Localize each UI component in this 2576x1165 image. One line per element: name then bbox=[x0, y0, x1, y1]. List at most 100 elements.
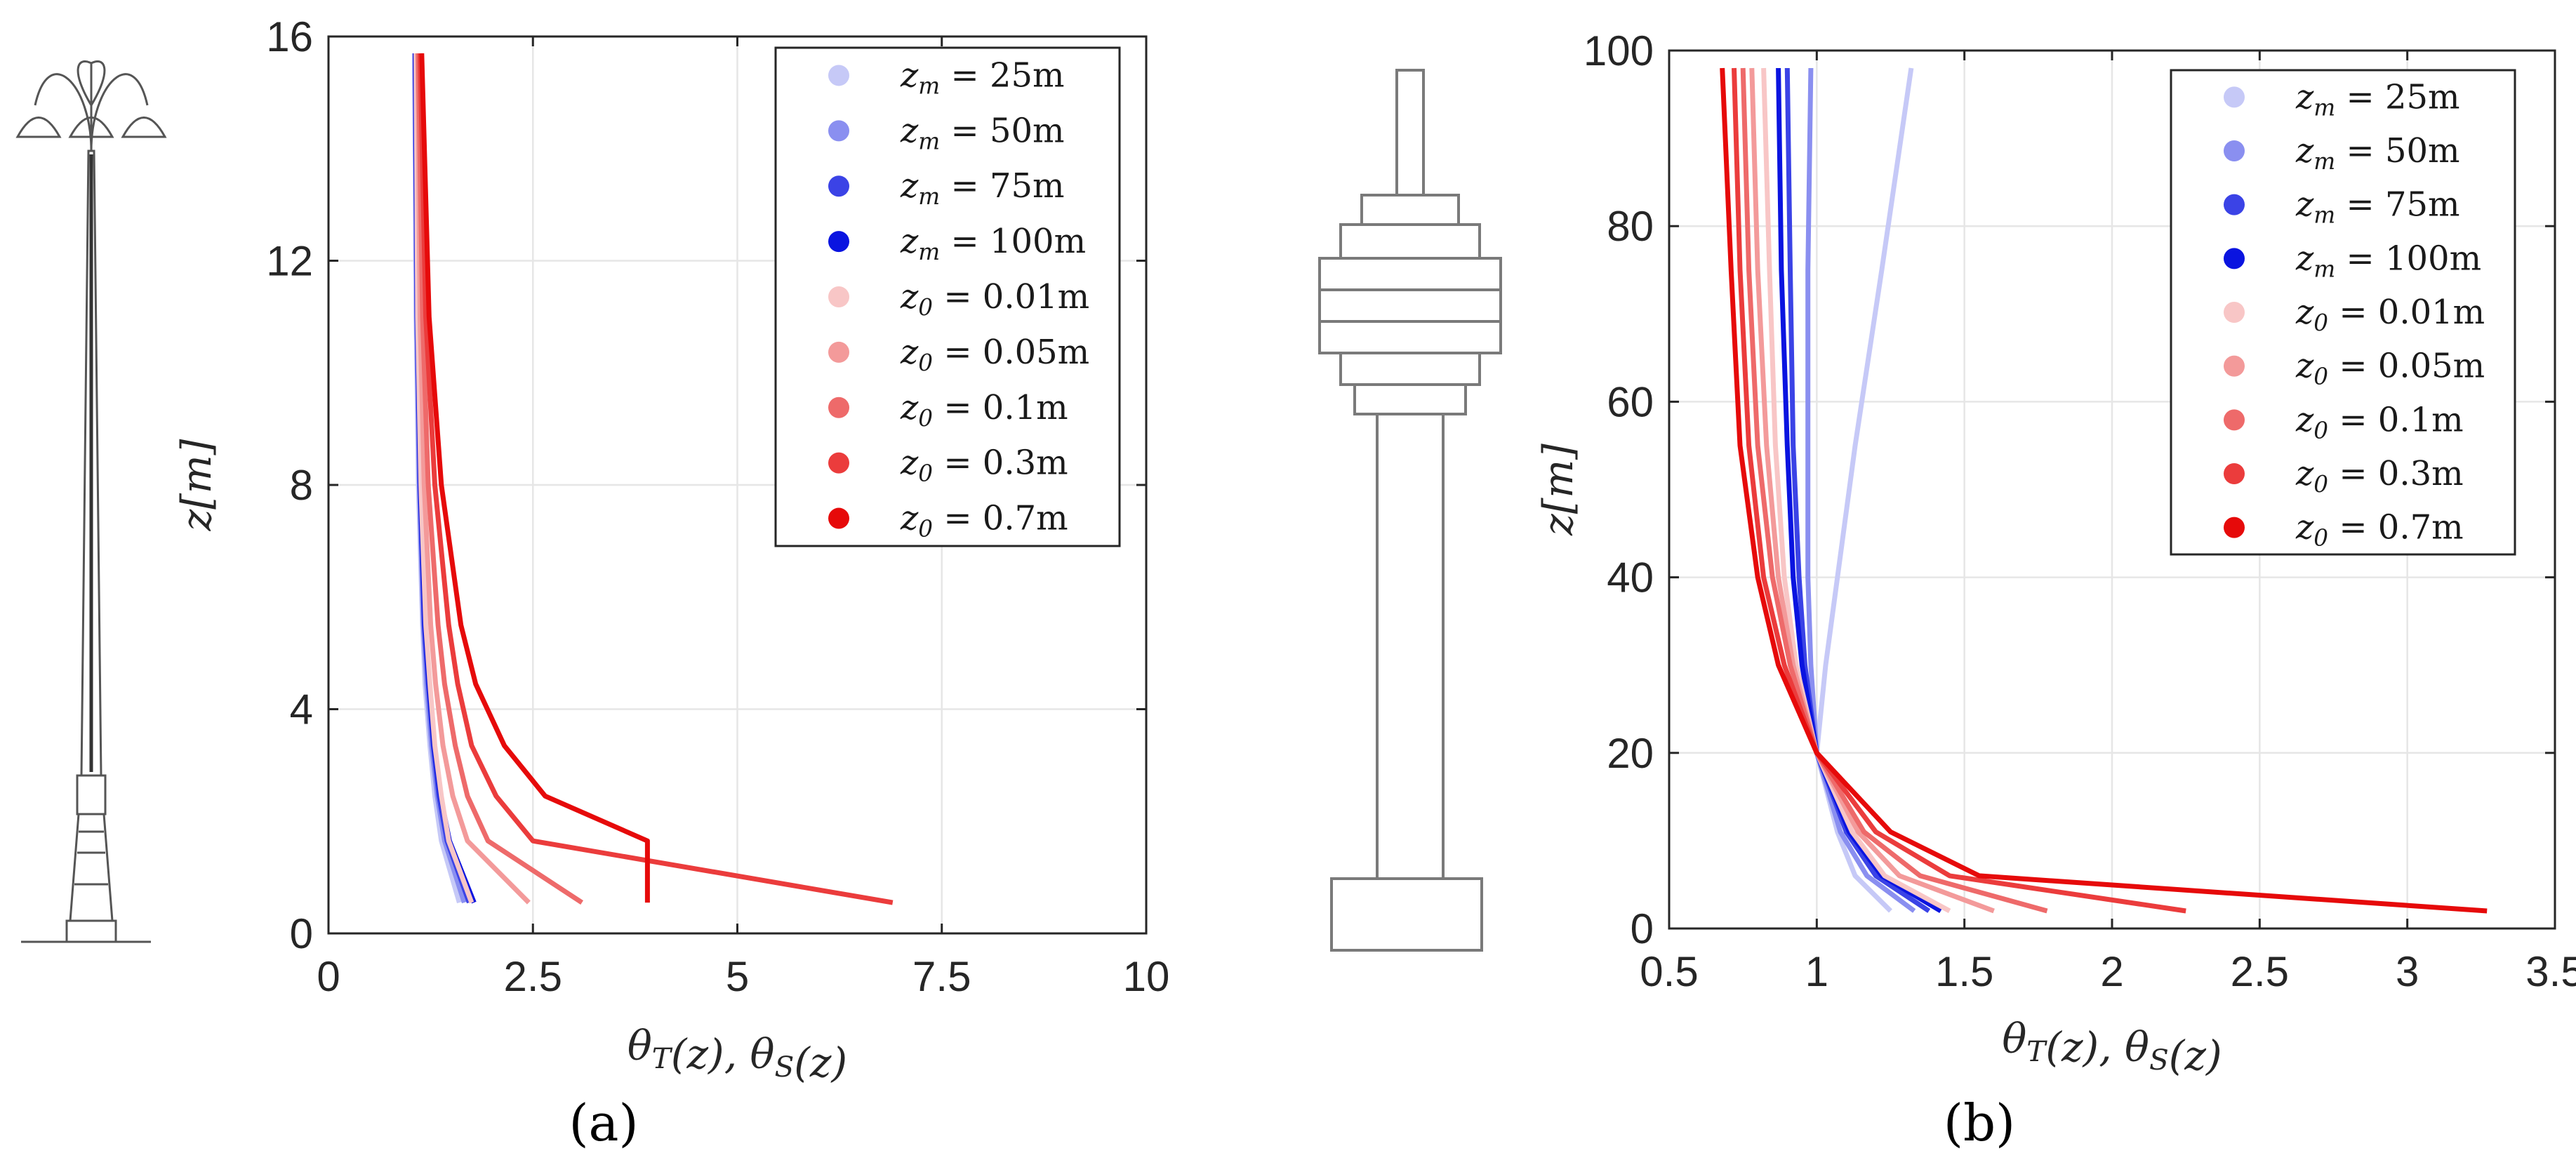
legend-marker bbox=[2224, 194, 2245, 215]
panel-caption: (b) bbox=[1944, 1093, 2015, 1152]
legend-entry: z0 = 0.3m bbox=[900, 444, 1068, 487]
street-lamp-icon bbox=[15, 60, 167, 943]
legend-marker bbox=[2224, 86, 2245, 108]
legend-marker bbox=[2224, 355, 2245, 377]
legend-marker bbox=[828, 397, 849, 418]
legend-entry: z0 = 0.1m bbox=[2295, 400, 2464, 444]
y-tick-label: 100 bbox=[1584, 27, 1654, 74]
legend-marker bbox=[2224, 248, 2245, 269]
legend-marker bbox=[828, 452, 849, 474]
series-line bbox=[1732, 67, 2186, 914]
legend-entry: z0 = 0.05m bbox=[2295, 347, 2485, 390]
y-tick-label: 60 bbox=[1607, 378, 1654, 425]
series-line bbox=[1814, 67, 1914, 913]
series-line bbox=[416, 53, 584, 905]
y-axis-label: z[m] bbox=[1534, 444, 1582, 536]
lamp-arms bbox=[34, 60, 149, 152]
y-axis-label: z[m] bbox=[173, 439, 220, 531]
legend-marker bbox=[2224, 517, 2245, 538]
legend-entry: zm = 50m bbox=[2295, 131, 2460, 175]
legend-marker bbox=[2224, 140, 2245, 161]
lamp-column-rings bbox=[74, 830, 108, 886]
x-tick-label: 5 bbox=[726, 953, 749, 1000]
y-tick-label: 16 bbox=[266, 13, 313, 60]
legend-marker bbox=[828, 65, 849, 86]
y-tick-label: 0 bbox=[1631, 905, 1654, 952]
tower-base-ring bbox=[1353, 383, 1467, 415]
tower-pod bbox=[1318, 257, 1502, 354]
series-line bbox=[419, 53, 650, 903]
legend-entry: z0 = 0.01m bbox=[2295, 293, 2485, 336]
x-axis-label: θT(z), θS(z) bbox=[628, 1022, 847, 1086]
legend-entry: zm = 75m bbox=[900, 166, 1065, 210]
x-tick-label: 1 bbox=[1805, 948, 1828, 995]
legend: zm = 25m zm = 50m zm = 75m zm = 100m z0 = 0.… bbox=[2170, 69, 2516, 556]
legend-entry: zm = 75m bbox=[2295, 185, 2460, 229]
legend-entry: zm = 100m bbox=[900, 222, 1086, 265]
legend-marker bbox=[828, 341, 849, 363]
series-line bbox=[1761, 67, 1951, 914]
legend-entry: zm = 50m bbox=[900, 111, 1065, 154]
legend-marker bbox=[2224, 463, 2245, 484]
x-tick-label: 3.5 bbox=[2525, 948, 2576, 995]
legend-entry: z0 = 0.7m bbox=[900, 499, 1068, 542]
series-line bbox=[1776, 67, 1942, 914]
y-tick-label: 12 bbox=[266, 238, 313, 285]
tower-upper-ring bbox=[1339, 223, 1481, 260]
x-tick-label: 0 bbox=[317, 953, 340, 1000]
y-tick-label: 80 bbox=[1607, 203, 1654, 250]
chart-b: 0.5 1 1.5 2 2.5 3 3.5 0 20 40 60 80 100 θT(z), θS(z) z… bbox=[1534, 27, 2576, 1152]
chart-a: 0 2.5 5 7.5 10 0 4 8 12 16 θT(z), θS(z) z[m] (a) zm =… bbox=[173, 13, 1169, 1152]
x-tick-label: 2.5 bbox=[2231, 948, 2289, 995]
lamp-collar bbox=[76, 774, 107, 816]
legend-marker bbox=[828, 286, 849, 307]
y-tick-label: 0 bbox=[290, 910, 313, 957]
y-tick-label: 4 bbox=[290, 686, 313, 733]
legend-marker bbox=[2224, 302, 2245, 323]
legend-entry: zm = 25m bbox=[900, 55, 1065, 99]
x-tick-label: 1.5 bbox=[1935, 948, 1993, 995]
legend-entry: zm = 25m bbox=[2295, 77, 2460, 121]
legend-entry: z0 = 0.05m bbox=[900, 333, 1089, 376]
series-line bbox=[413, 53, 474, 904]
x-tick-label: 7.5 bbox=[912, 953, 971, 1000]
lamp-lower-column bbox=[69, 813, 114, 922]
y-tick-label: 20 bbox=[1607, 730, 1654, 777]
legend-entry: z0 = 0.3m bbox=[2295, 454, 2464, 498]
tower-lower-ring bbox=[1339, 352, 1481, 386]
x-tick-label: 2 bbox=[2100, 948, 2123, 995]
y-tick-label: 8 bbox=[290, 462, 313, 509]
series-line bbox=[1784, 67, 1931, 913]
series-line bbox=[1740, 67, 2048, 914]
legend-marker bbox=[2224, 409, 2245, 431]
x-tick-label: 10 bbox=[1123, 953, 1170, 1000]
x-tick-label: 3 bbox=[2396, 948, 2419, 995]
tower-shaft bbox=[1376, 413, 1445, 880]
legend-entry: zm = 100m bbox=[2295, 239, 2481, 282]
lamp-shades bbox=[15, 116, 167, 138]
legend-marker bbox=[828, 120, 849, 142]
series-line bbox=[1805, 67, 1916, 913]
tower-antenna bbox=[1395, 69, 1425, 197]
legend-marker bbox=[828, 175, 849, 197]
x-axis-label: θT(z), θS(z) bbox=[2002, 1015, 2222, 1079]
legend: zm = 25m zm = 50m zm = 75m zm = 100m z0 = 0.… bbox=[774, 46, 1121, 547]
series-line bbox=[418, 53, 894, 905]
x-tick-label: 0.5 bbox=[1640, 948, 1698, 995]
series-line bbox=[415, 53, 531, 905]
y-tick-label: 40 bbox=[1607, 554, 1654, 601]
legend-entry: z0 = 0.01m bbox=[900, 277, 1089, 321]
tower-outline-icon bbox=[1318, 69, 1502, 952]
series-line bbox=[1749, 67, 1995, 914]
legend-marker bbox=[828, 507, 849, 529]
legend-marker bbox=[828, 231, 849, 253]
panel-caption: (a) bbox=[569, 1093, 638, 1152]
x-tick-label: 2.5 bbox=[504, 953, 562, 1000]
series-line bbox=[1720, 67, 2488, 914]
tower-top-ring bbox=[1360, 194, 1460, 226]
legend-entry: z0 = 0.7m bbox=[2295, 508, 2464, 552]
tower-foundation bbox=[1330, 877, 1483, 952]
lamp-base bbox=[65, 919, 117, 943]
legend-entry: z0 = 0.1m bbox=[900, 388, 1068, 432]
